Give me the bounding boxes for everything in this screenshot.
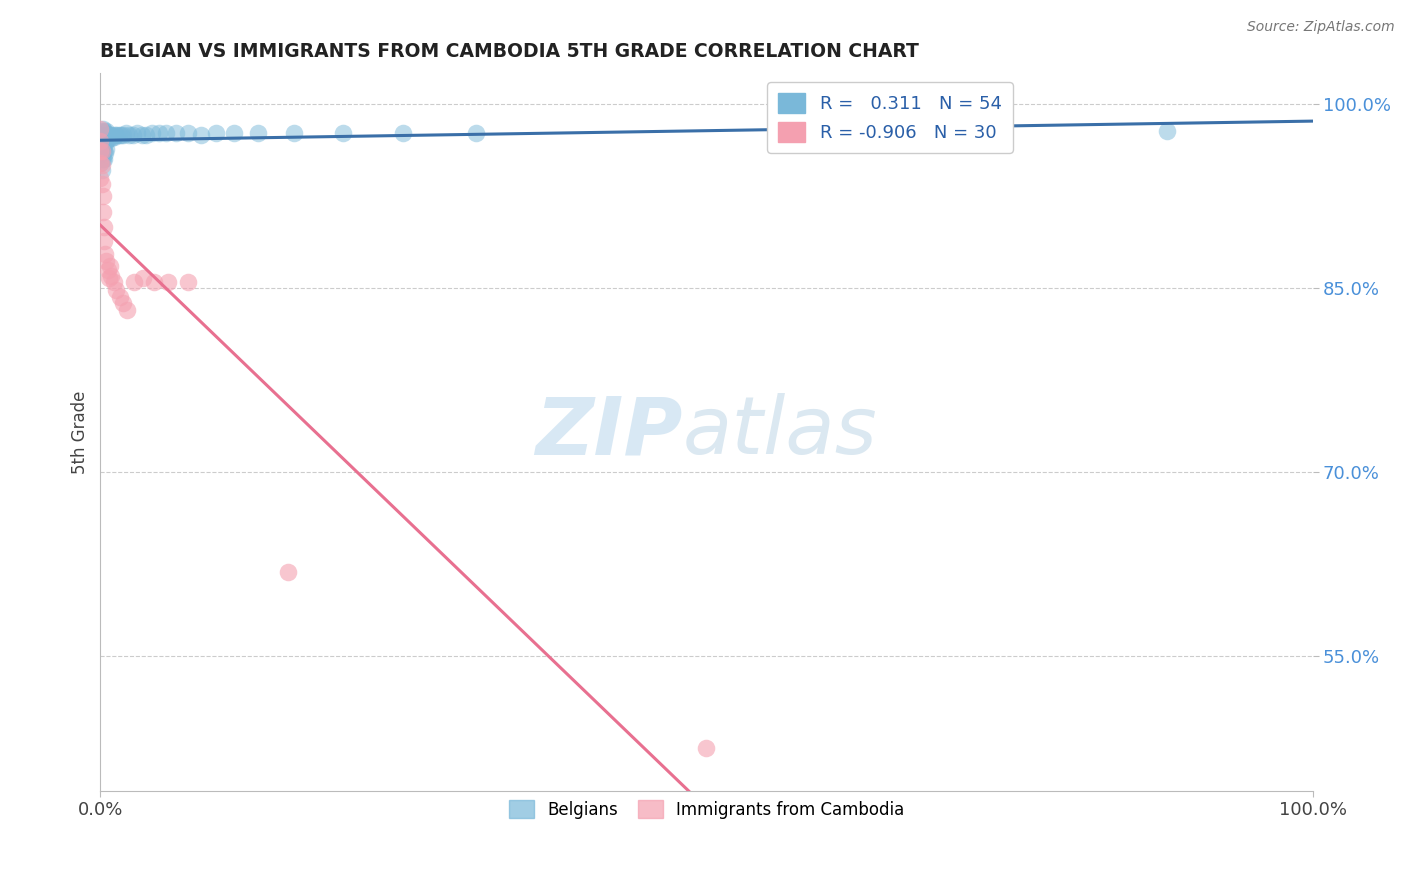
Point xyxy=(97,262,120,277)
Point xyxy=(115,303,138,318)
Point xyxy=(105,284,128,298)
Point xyxy=(101,128,124,142)
Point xyxy=(91,143,114,157)
Point xyxy=(91,189,114,203)
Point xyxy=(90,153,112,167)
Legend: Belgians, Immigrants from Cambodia: Belgians, Immigrants from Cambodia xyxy=(502,793,911,825)
Point xyxy=(465,127,488,141)
Point xyxy=(155,127,177,141)
Point xyxy=(1156,124,1178,138)
Point xyxy=(90,158,112,172)
Point xyxy=(332,127,354,141)
Point xyxy=(392,127,415,141)
Point xyxy=(100,268,122,283)
Point xyxy=(96,143,118,157)
Point xyxy=(89,146,111,161)
Point xyxy=(165,127,187,141)
Point xyxy=(91,205,114,219)
Point xyxy=(176,127,198,141)
Point xyxy=(90,144,112,158)
Point xyxy=(90,144,112,158)
Point xyxy=(157,275,180,289)
Point xyxy=(89,128,111,142)
Point xyxy=(94,127,117,141)
Point xyxy=(112,128,135,142)
Point xyxy=(91,121,114,136)
Point xyxy=(94,136,117,151)
Point xyxy=(89,121,111,136)
Point xyxy=(91,131,114,145)
Point xyxy=(204,127,226,141)
Point xyxy=(132,271,155,285)
Point xyxy=(90,163,112,178)
Point xyxy=(89,156,111,170)
Point xyxy=(108,289,131,303)
Point xyxy=(93,134,115,148)
Point xyxy=(118,128,141,142)
Point xyxy=(103,275,125,289)
Point xyxy=(142,275,165,289)
Point xyxy=(277,566,299,580)
Point xyxy=(93,124,115,138)
Point xyxy=(122,128,145,142)
Point xyxy=(89,134,111,148)
Point xyxy=(93,219,115,234)
Point xyxy=(91,153,114,167)
Point xyxy=(98,259,121,273)
Point xyxy=(110,128,132,142)
Point xyxy=(90,177,112,191)
Text: atlas: atlas xyxy=(682,393,877,471)
Point xyxy=(114,127,136,141)
Point xyxy=(94,246,117,260)
Point xyxy=(90,134,112,148)
Y-axis label: 5th Grade: 5th Grade xyxy=(72,391,89,474)
Point xyxy=(89,156,111,170)
Point xyxy=(97,128,120,142)
Point xyxy=(96,254,118,268)
Point xyxy=(89,144,111,158)
Point xyxy=(93,153,115,167)
Point xyxy=(97,271,120,285)
Point xyxy=(89,136,111,151)
Point xyxy=(222,127,245,141)
Point xyxy=(96,134,118,148)
Point xyxy=(107,128,129,142)
Point xyxy=(100,131,122,145)
Point xyxy=(104,128,127,142)
Point xyxy=(141,127,163,141)
Point xyxy=(135,128,157,142)
Text: ZIP: ZIP xyxy=(534,393,682,471)
Point xyxy=(103,130,125,145)
Point xyxy=(98,128,121,142)
Text: Source: ZipAtlas.com: Source: ZipAtlas.com xyxy=(1247,20,1395,34)
Point xyxy=(131,128,153,142)
Point xyxy=(124,275,146,289)
Point xyxy=(90,124,112,138)
Text: BELGIAN VS IMMIGRANTS FROM CAMBODIA 5TH GRADE CORRELATION CHART: BELGIAN VS IMMIGRANTS FROM CAMBODIA 5TH … xyxy=(100,42,920,61)
Point xyxy=(93,144,115,158)
Point xyxy=(112,295,135,310)
Point xyxy=(246,127,269,141)
Point xyxy=(94,146,117,161)
Point xyxy=(695,740,717,755)
Point xyxy=(105,128,128,142)
Point xyxy=(176,275,198,289)
Point xyxy=(89,170,111,185)
Point xyxy=(125,127,148,141)
Point xyxy=(283,127,305,141)
Point xyxy=(148,127,170,141)
Point xyxy=(96,124,118,138)
Point xyxy=(97,131,120,145)
Point xyxy=(93,235,115,249)
Point xyxy=(190,128,212,142)
